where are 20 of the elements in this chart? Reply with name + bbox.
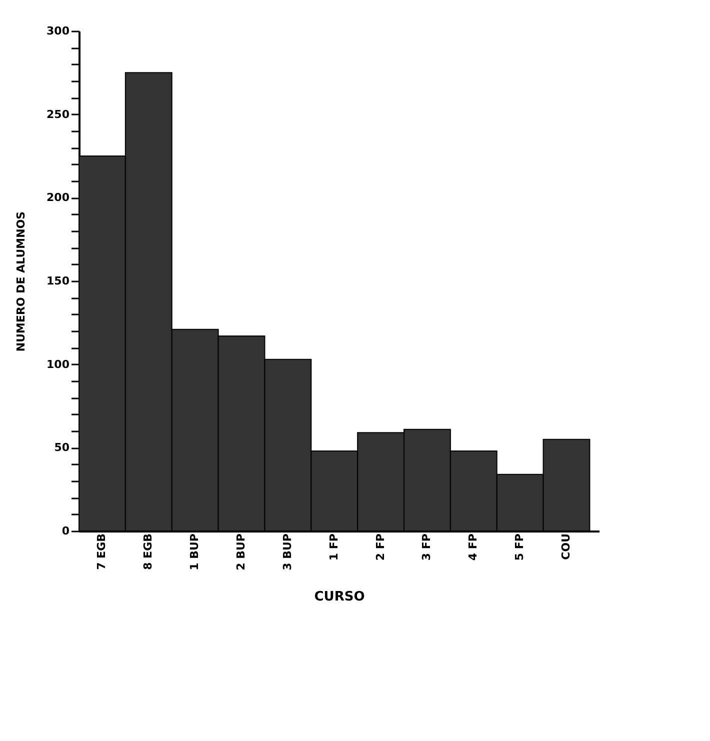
y-tick-label: 150	[46, 274, 70, 288]
x-tick-label: 2 BUP	[234, 534, 248, 570]
x-tick-label: 3 FP	[420, 534, 434, 561]
y-axis-title: NUMERO DE ALUMNOS	[14, 211, 28, 352]
x-tick-label: 8 EGB	[142, 534, 155, 570]
x-tick-label: COU	[560, 534, 572, 560]
y-tick-label: 0	[62, 524, 70, 538]
x-tick-label: 2 FP	[374, 534, 387, 561]
x-tick-label: 7 EGB	[95, 534, 108, 570]
x-tick-label: 1 FP	[327, 534, 340, 561]
x-tick-label: 1 BUP	[188, 534, 202, 570]
x-axis-title: CURSO	[314, 589, 365, 604]
x-tick-label: 5 FP	[513, 534, 526, 561]
y-tick-label: 100	[46, 358, 70, 371]
y-tick-label: 300	[46, 24, 70, 38]
y-tick-label: 50	[54, 441, 70, 454]
y-tick-label: 200	[46, 191, 70, 204]
x-tick-label: 3 BUP	[280, 534, 294, 570]
x-tick-label: 4 FP	[466, 534, 480, 561]
y-tick-label: 250	[46, 108, 70, 121]
